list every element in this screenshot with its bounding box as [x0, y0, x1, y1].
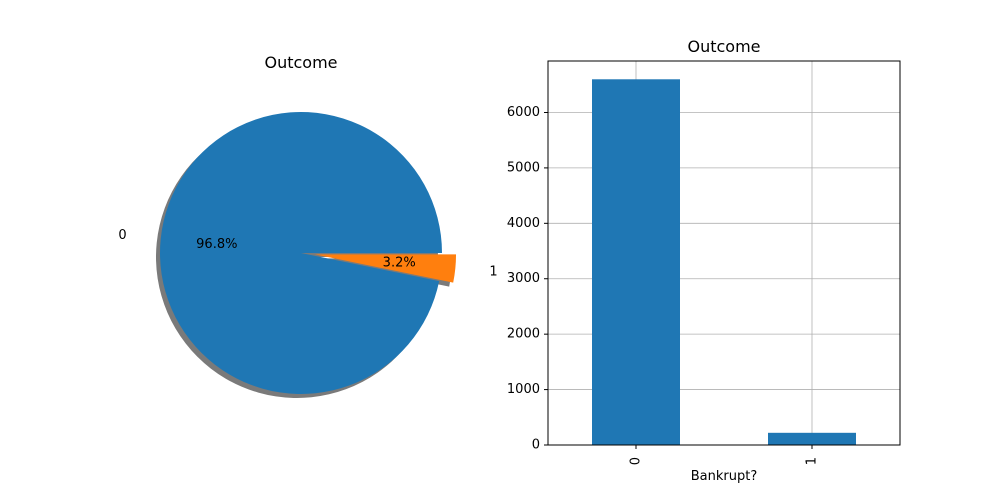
- bar-title: Outcome: [687, 37, 760, 56]
- pie-slice-1: [315, 254, 457, 283]
- pie-title: Outcome: [264, 53, 337, 72]
- pie-slices: [159, 112, 457, 395]
- pie-label-0: 0: [118, 228, 126, 243]
- plot-frame: [547, 60, 901, 446]
- pie-labels: 0 96.8% 1 3.2%: [118, 228, 497, 280]
- y-tick-label: 4000: [507, 216, 540, 231]
- bar-0: [592, 79, 680, 445]
- y-tick-label: 6000: [507, 105, 540, 120]
- pie-pct-0: 96.8%: [196, 237, 237, 252]
- bar-bars: [592, 79, 856, 445]
- pie-label-1: 1: [489, 265, 497, 280]
- y-tick-label: 0: [532, 438, 540, 453]
- y-tick-label: 2000: [507, 327, 540, 342]
- x-axis-label: Bankrupt?: [691, 469, 758, 484]
- x-tick-label: 1: [805, 457, 820, 465]
- x-tick-label: 0: [629, 457, 644, 465]
- bar-1: [768, 432, 856, 445]
- pie-pct-1: 3.2%: [383, 255, 416, 270]
- y-tick-label: 3000: [507, 271, 540, 286]
- pie-slice-0: [159, 112, 442, 395]
- y-tick-label: 1000: [507, 382, 540, 397]
- pie-chart: Outcome 0 96.8% 1 3.2%: [118, 53, 498, 399]
- y-axis-ticks: 0 1000 2000 3000 4000 5000 6000: [507, 105, 548, 453]
- y-tick-label: 5000: [507, 160, 540, 175]
